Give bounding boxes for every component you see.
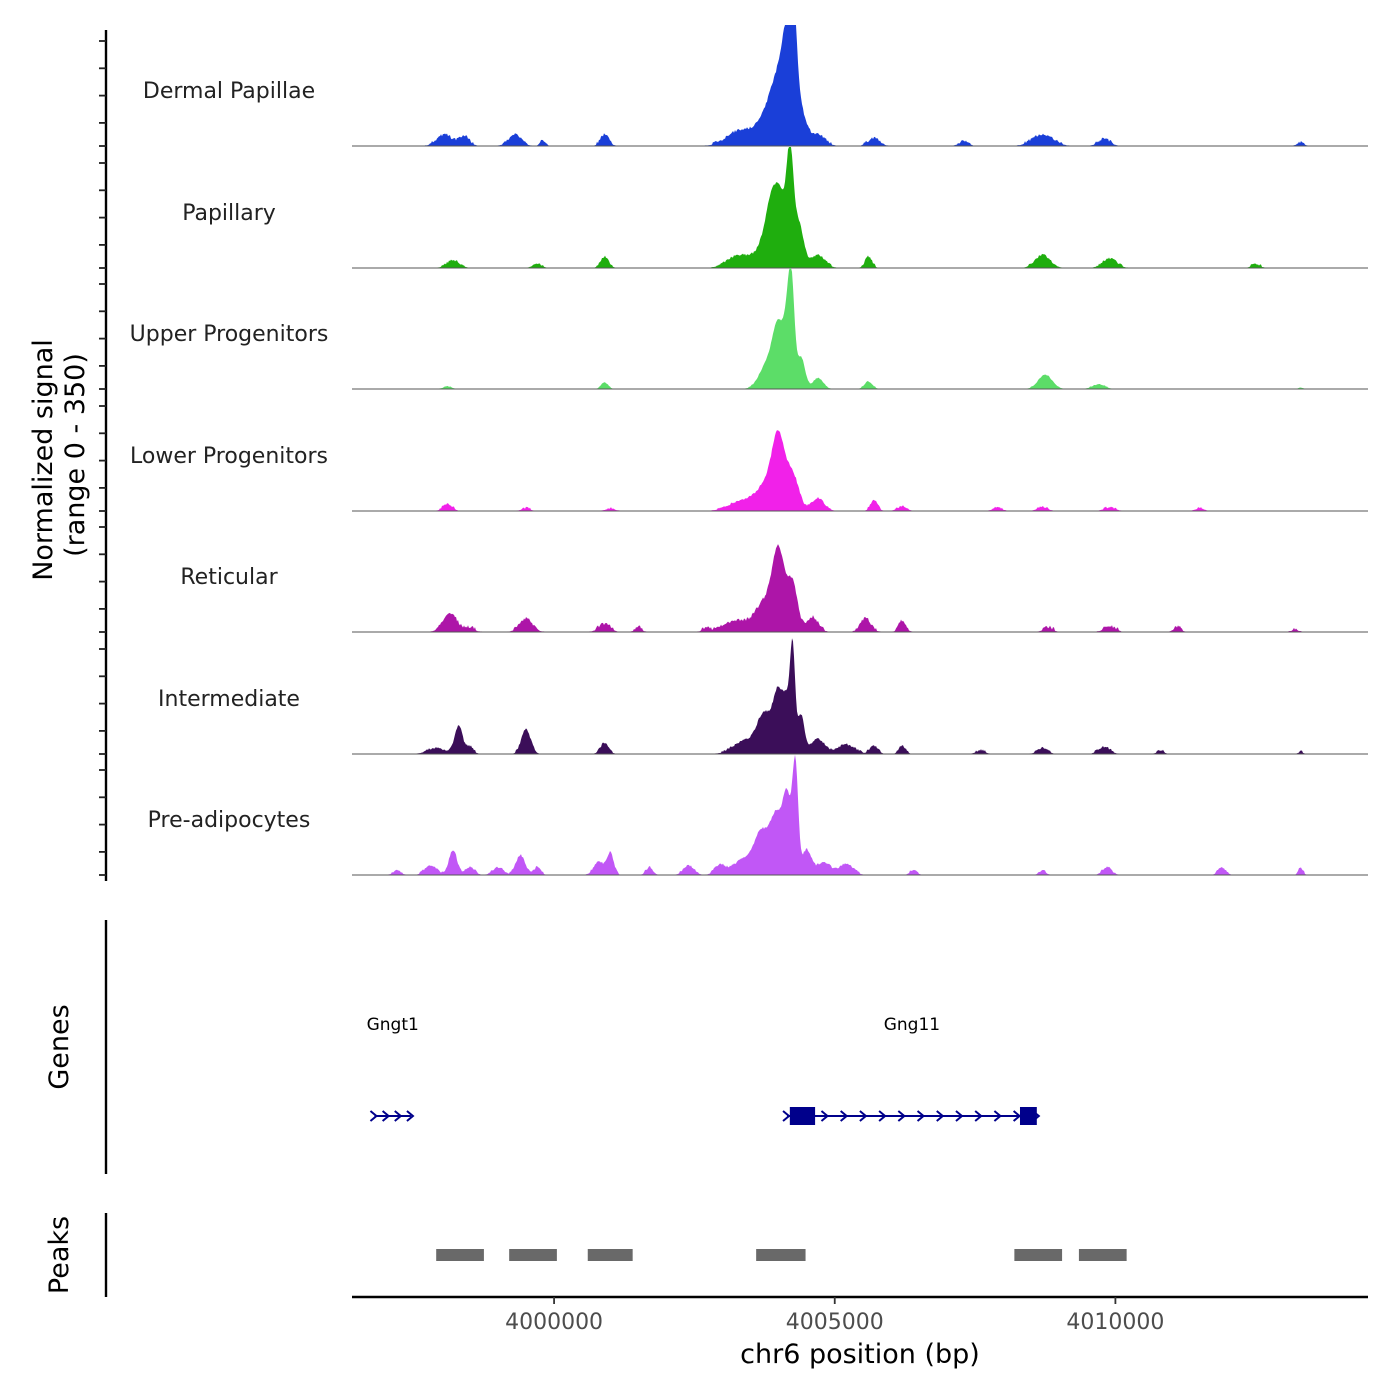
track-7: Pre-adipocytes — [148, 754, 1368, 876]
peak-track — [104, 1213, 1127, 1297]
track-label: Reticular — [180, 565, 278, 590]
signal-area — [352, 430, 1368, 511]
strand-arrow — [878, 1110, 887, 1122]
y-axis-title: Normalized signal — [28, 339, 59, 581]
strand-arrow — [955, 1110, 964, 1122]
peak-region — [509, 1249, 557, 1261]
track-label: Lower Progenitors — [130, 444, 328, 469]
peak-region — [1014, 1249, 1063, 1261]
signal-area — [352, 25, 1368, 146]
x-tick-label: 4010000 — [1066, 1310, 1164, 1335]
signal-area — [352, 544, 1368, 632]
signal-y-axis — [99, 30, 108, 881]
track-2: Papillary — [182, 147, 1368, 269]
strand-arrow — [897, 1110, 906, 1122]
gene-label: Gngt1 — [367, 1015, 419, 1035]
strand-arrow — [381, 1110, 391, 1122]
track-6: Intermediate — [158, 638, 1368, 755]
signal-area — [352, 147, 1368, 268]
track-label: Upper Progenitors — [130, 322, 329, 347]
peak-region — [587, 1249, 633, 1261]
peak-region — [1078, 1249, 1127, 1261]
track-label: Pre-adipocytes — [148, 808, 311, 833]
strand-arrow — [782, 1110, 791, 1122]
track-5: Reticular — [180, 544, 1368, 633]
track-label: Papillary — [182, 201, 276, 226]
peak-region — [756, 1249, 806, 1261]
strand-arrow — [859, 1110, 868, 1122]
x-axis: 4000000 4005000 4010000 — [352, 1295, 1368, 1335]
strand-arrow — [993, 1110, 1002, 1122]
exon — [1019, 1107, 1037, 1125]
signal-tracks: Dermal Papillae Papillary Upper Progenitor… — [130, 25, 1368, 876]
strand-arrow — [1012, 1110, 1022, 1122]
signal-area — [352, 638, 1368, 754]
y-axis-range: (range 0 - 350) — [60, 353, 91, 557]
track-label: Dermal Papillae — [143, 79, 315, 104]
peaks-track-title: Peaks — [44, 1216, 75, 1294]
x-tick-label: 4005000 — [786, 1310, 884, 1335]
strand-arrow — [820, 1110, 830, 1122]
x-axis-title: chr6 position (bp) — [740, 1339, 980, 1370]
gene-gngt1: Gngt1 — [367, 1015, 419, 1122]
exon — [789, 1107, 816, 1125]
track-1: Dermal Papillae — [143, 25, 1368, 147]
track-label: Intermediate — [158, 687, 300, 712]
gene-label: Gng11 — [884, 1015, 940, 1035]
gene-track: Gngt1 Gng11 — [104, 920, 1041, 1174]
strand-arrow — [406, 1110, 415, 1122]
strand-arrow — [936, 1110, 945, 1122]
strand-arrow — [840, 1110, 849, 1122]
genes-track-title: Genes — [44, 1004, 75, 1089]
track-3: Upper Progenitors — [130, 268, 1368, 390]
peak-region — [436, 1249, 484, 1261]
track-4: Lower Progenitors — [130, 430, 1368, 512]
x-tick-label: 4000000 — [505, 1310, 603, 1335]
signal-area — [352, 268, 1368, 389]
strand-arrow — [369, 1110, 379, 1122]
strand-arrow — [394, 1110, 403, 1122]
strand-arrow — [916, 1110, 926, 1122]
signal-area — [352, 754, 1368, 875]
gene-gng11: Gng11 — [782, 1015, 1041, 1125]
strand-arrow — [974, 1110, 983, 1122]
